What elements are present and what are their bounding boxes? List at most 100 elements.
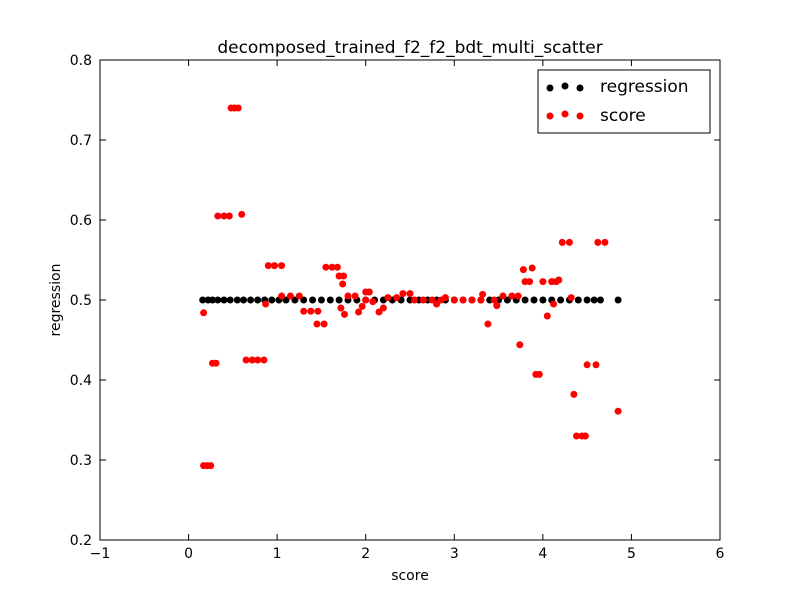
point-score-38 — [351, 292, 359, 300]
point-score-26 — [314, 307, 322, 315]
point-regression-48 — [590, 296, 598, 304]
point-score-58 — [459, 296, 467, 304]
plot-marks — [199, 104, 622, 470]
x-tick-label: 5 — [627, 546, 636, 562]
legend-label-regression: regression — [600, 77, 689, 97]
point-score-6 — [214, 212, 222, 220]
point-regression-4 — [220, 296, 228, 304]
point-regression-7 — [240, 296, 247, 304]
x-axis-label: score — [391, 568, 429, 584]
point-regression-49 — [596, 296, 604, 304]
point-score-16 — [260, 356, 268, 364]
point-score-18 — [264, 262, 272, 270]
point-score-39 — [355, 308, 363, 316]
point-regression-5 — [226, 296, 234, 304]
point-score-46 — [379, 304, 387, 312]
point-regression-2 — [209, 296, 216, 304]
point-score-72 — [528, 264, 536, 272]
point-score-89 — [592, 361, 600, 369]
point-score-50 — [406, 290, 414, 298]
point-score-35 — [337, 304, 345, 312]
point-score-43 — [362, 296, 370, 304]
point-score-66 — [508, 292, 516, 300]
point-regression-46 — [574, 296, 582, 304]
point-score-29 — [322, 263, 330, 271]
point-score-47 — [384, 294, 392, 302]
y-tick-label: 0.5 — [70, 293, 92, 309]
point-score-68 — [516, 341, 524, 349]
point-score-25 — [307, 307, 315, 315]
point-score-57 — [450, 296, 458, 304]
point-score-65 — [499, 292, 507, 300]
point-score-42 — [365, 288, 373, 296]
point-score-74 — [535, 370, 543, 378]
point-score-15 — [254, 356, 262, 364]
point-score-62 — [484, 320, 492, 328]
point-score-5 — [212, 359, 220, 367]
point-score-80 — [555, 276, 563, 284]
point-score-79 — [550, 300, 557, 308]
point-score-48 — [393, 294, 401, 302]
point-score-60 — [477, 296, 485, 304]
point-score-88 — [583, 361, 591, 369]
y-tick-label: 0.2 — [70, 533, 92, 549]
point-regression-17 — [317, 296, 325, 304]
point-score-61 — [479, 290, 487, 298]
point-score-92 — [614, 407, 622, 415]
point-score-53 — [428, 296, 436, 304]
point-regression-42 — [539, 296, 547, 304]
axis-ticks: −1 0 1 2 3 4 5 6 0.2 0.3 0.4 0.5 0.6 0.7 0.8 — [70, 53, 725, 562]
legend-box — [537, 69, 711, 134]
point-regression-40 — [521, 296, 529, 304]
point-score-69 — [519, 266, 527, 274]
x-tick-label: 0 — [184, 546, 193, 562]
point-score-24 — [300, 307, 308, 315]
point-score-71 — [526, 278, 534, 286]
point-score-14 — [248, 356, 256, 364]
point-score-23 — [295, 292, 303, 300]
point-score-40 — [358, 302, 366, 310]
point-score-36 — [341, 310, 348, 318]
point-regression-19 — [335, 296, 343, 304]
legend-marker-score — [546, 110, 584, 120]
point-score-51 — [410, 296, 418, 304]
x-tick-label: 1 — [273, 546, 282, 562]
point-score-22 — [286, 292, 294, 300]
point-score-44 — [369, 298, 377, 306]
point-score-82 — [565, 238, 573, 246]
point-score-20 — [278, 262, 286, 270]
point-regression-50 — [614, 296, 622, 304]
point-regression-8 — [247, 296, 255, 304]
point-score-12 — [234, 104, 242, 112]
y-tick-label: 0.6 — [70, 213, 92, 229]
point-score-90 — [594, 238, 602, 246]
y-tick-label: 0.4 — [70, 373, 92, 389]
point-score-19 — [271, 262, 278, 270]
point-score-7 — [220, 212, 228, 220]
point-score-33 — [340, 272, 348, 280]
point-score-52 — [419, 296, 427, 304]
point-regression-9 — [254, 296, 262, 304]
point-score-27 — [313, 320, 321, 328]
point-score-37 — [344, 292, 352, 300]
x-tick-label: 6 — [716, 546, 725, 562]
point-regression-44 — [557, 296, 565, 304]
point-regression-11 — [268, 296, 276, 304]
x-tick-label: 4 — [538, 546, 547, 562]
point-score-76 — [543, 312, 551, 320]
point-score-0 — [200, 309, 208, 317]
x-tick-label: −1 — [90, 546, 111, 562]
y-tick-label: 0.7 — [70, 133, 92, 149]
point-regression-16 — [309, 296, 317, 304]
legend-marker-regression — [546, 82, 584, 92]
point-score-3 — [207, 462, 215, 470]
point-regression-41 — [530, 296, 538, 304]
point-score-84 — [570, 390, 578, 398]
point-score-8 — [225, 212, 233, 220]
point-regression-3 — [214, 296, 222, 304]
legend: regression score — [537, 69, 711, 134]
point-score-13 — [242, 356, 250, 364]
point-score-85 — [573, 432, 580, 440]
y-tick-label: 0.3 — [70, 453, 92, 469]
